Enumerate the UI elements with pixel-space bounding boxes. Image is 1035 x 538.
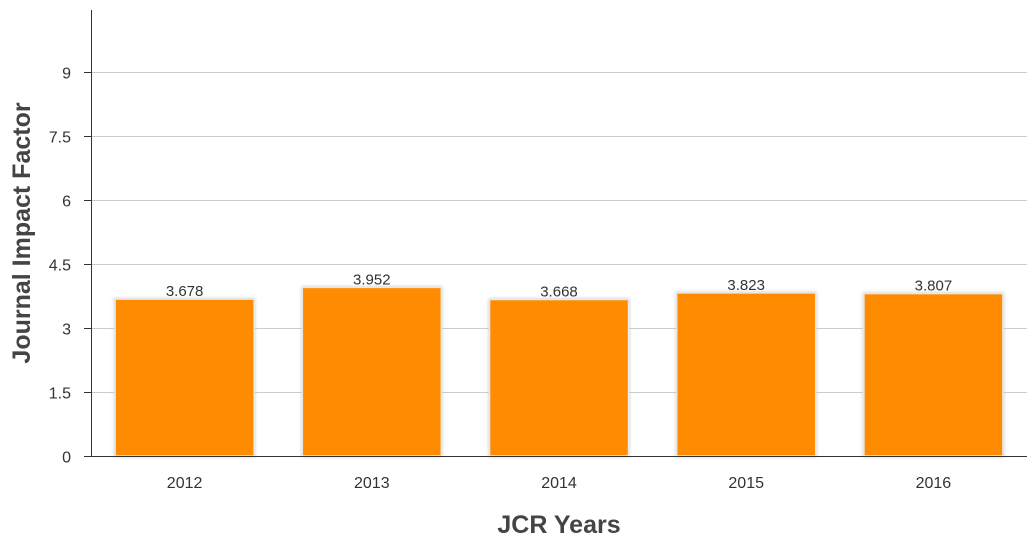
x-tick-label-2012: 2012 [167, 475, 203, 492]
axes [84, 10, 1027, 457]
y-tick-label: 0 [62, 450, 71, 467]
y-axis-title: Journal Impact Factor [8, 102, 36, 363]
x-tick-labels: 2012 2013 2014 2015 2016 [167, 475, 951, 492]
x-tick-label-2014: 2014 [541, 475, 577, 492]
data-label-2016: 3.807 [915, 278, 953, 295]
y-tick-label: 7.5 [49, 130, 71, 147]
data-label-2014: 3.668 [540, 283, 578, 300]
x-tick-label-2015: 2015 [728, 475, 764, 492]
bar-2014 [488, 298, 630, 457]
bar-2015 [675, 292, 817, 457]
bar-2016 [863, 292, 1004, 457]
y-tick-label: 1.5 [49, 386, 71, 403]
data-label-2015: 3.823 [727, 277, 765, 294]
bar-2013 [301, 286, 443, 457]
y-tick-label: 3 [62, 322, 71, 339]
y-tick-label: 6 [62, 194, 71, 211]
bar-2012 [114, 298, 255, 457]
data-label-2012: 3.678 [166, 283, 204, 300]
x-axis-title: JCR Years [497, 511, 620, 538]
data-label-2013: 3.952 [353, 271, 391, 288]
y-tick-label: 9 [62, 66, 71, 83]
x-tick-label-2013: 2013 [354, 475, 390, 492]
data-labels: 3.678 3.952 3.668 3.823 3.807 [166, 271, 952, 300]
bars [114, 286, 1004, 457]
y-tick-label: 4.5 [49, 258, 71, 275]
y-tick-labels: 0 1.5 3 4.5 6 7.5 9 [49, 66, 71, 467]
x-tick-label-2016: 2016 [916, 475, 952, 492]
